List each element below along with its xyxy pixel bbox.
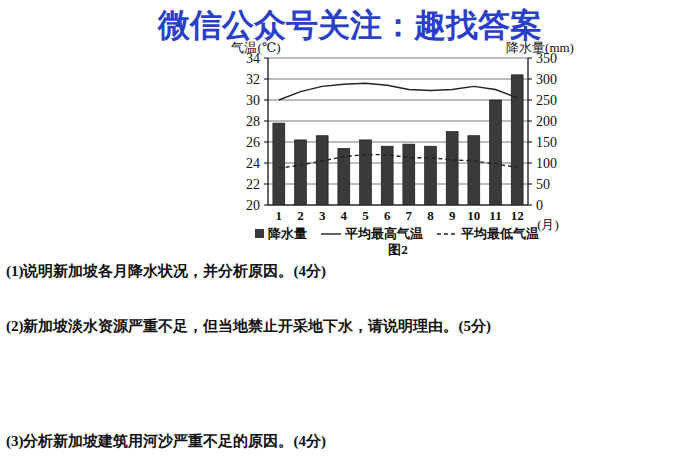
legend-label: 平均最低气温 (460, 226, 539, 241)
grid-line (268, 142, 528, 143)
question: (1)说明新加坡各月降水状况，并分析原因。(4分) (6, 262, 326, 280)
x-tick-label: 3 (319, 208, 326, 223)
x-tick-label: 10 (467, 208, 480, 223)
bar (511, 75, 523, 205)
y2-tick-label: 0 (536, 198, 543, 213)
y2-tick-label: 200 (536, 114, 557, 129)
x-tick-label: 9 (449, 208, 456, 223)
grid-line (268, 100, 528, 101)
plot-marks (273, 75, 523, 205)
bar (295, 140, 307, 205)
bar (360, 140, 372, 205)
bar (316, 136, 328, 205)
x-tick-label: 2 (297, 208, 304, 223)
line (279, 83, 517, 100)
y2-tick-label: 250 (536, 93, 557, 108)
y-axis (267, 58, 268, 205)
bar (403, 144, 415, 205)
page: 微信公众号关注：趣找答案2022242628303234050100150200… (0, 0, 700, 475)
y-axis-title: 气温(℃) (231, 40, 280, 55)
x-axis (268, 204, 528, 205)
x-tick-label: 6 (384, 208, 391, 223)
grid-line (268, 205, 528, 206)
x-tick-label: 1 (276, 208, 283, 223)
line (279, 155, 517, 169)
x-tick-label: 4 (341, 208, 348, 223)
x-tick-label: 5 (362, 208, 369, 223)
y-tick-label: 30 (246, 93, 260, 108)
x-tick-label: 12 (511, 208, 524, 223)
watermark: 微信公众号关注：趣找答案 (157, 6, 542, 44)
grid-line (268, 184, 528, 185)
bar (468, 136, 480, 205)
bar (490, 100, 502, 205)
y2-tick-label: 300 (536, 72, 557, 87)
y2-axis (527, 58, 528, 205)
grid-line (268, 79, 528, 80)
y2-tick-label: 50 (536, 177, 550, 192)
question: (2)新加坡淡水资源严重不足，但当地禁止开采地下水，请说明理由。(5分) (6, 317, 491, 335)
y2-tick-label: 150 (536, 135, 557, 150)
x-axis-title: (月) (537, 217, 559, 232)
bar (425, 146, 437, 205)
question: (3)分析新加坡建筑用河沙严重不足的原因。(4分) (6, 432, 326, 450)
legend-swatch (321, 233, 341, 234)
y-tick-label: 26 (246, 135, 260, 150)
legend-swatch (255, 229, 264, 238)
x-tick-label: 11 (489, 208, 501, 223)
y-tick-label: 24 (246, 156, 260, 171)
grid-line (268, 121, 528, 122)
x-tick-label: 8 (427, 208, 434, 223)
grid-line (268, 58, 528, 59)
caption: 图2 (388, 242, 408, 257)
y-tick-label: 28 (246, 114, 260, 129)
y-tick-label: 32 (246, 72, 260, 87)
y2-tick-label: 100 (536, 156, 557, 171)
bar (273, 123, 285, 205)
y-tick-label: 22 (246, 177, 260, 192)
legend-label: 降水量 (268, 226, 307, 241)
legend-label: 平均最高气温 (344, 226, 423, 241)
y-tick-label: 20 (246, 198, 260, 213)
legend-swatch (437, 233, 457, 234)
y2-axis-title: 降水量(mm) (506, 40, 574, 55)
bar (446, 132, 458, 206)
x-tick-label: 7 (406, 208, 413, 223)
